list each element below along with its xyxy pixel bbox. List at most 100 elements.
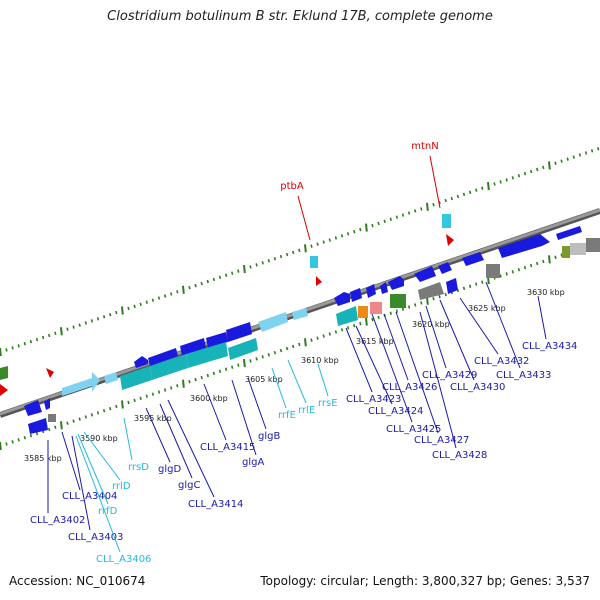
rrna-block[interactable] xyxy=(186,342,228,368)
marker-label-ptbA[interactable]: ptbA xyxy=(280,181,304,192)
major-tick xyxy=(365,317,368,326)
gene-label-CLL_A3429[interactable]: CLL_A3429 xyxy=(422,370,477,381)
minor-tick xyxy=(133,304,136,309)
gene-arrow[interactable] xyxy=(28,418,48,434)
gene-block[interactable] xyxy=(586,238,600,252)
ptbA-feature[interactable] xyxy=(310,256,318,268)
gene-label-CLL_A3415[interactable]: CLL_A3415 xyxy=(200,442,255,453)
gene-label-CLL_A3424[interactable]: CLL_A3424 xyxy=(368,406,423,417)
gene-label-glgA[interactable]: glgA xyxy=(242,457,264,468)
gene-label-CLL_A3404[interactable]: CLL_A3404 xyxy=(62,491,117,502)
gene-block[interactable] xyxy=(358,306,368,318)
gene-label-glgB[interactable]: glgB xyxy=(258,431,280,442)
minor-tick xyxy=(383,219,386,224)
gene-label-rrfD[interactable]: rrfD xyxy=(98,506,118,517)
gene-arrow[interactable] xyxy=(148,348,178,366)
gene-label-CLL_A3432[interactable]: CLL_A3432 xyxy=(474,356,529,367)
gene-label-rrlD[interactable]: rrlD xyxy=(112,481,131,492)
minor-tick xyxy=(48,333,51,338)
gene-label-CLL_A3427[interactable]: CLL_A3427 xyxy=(414,435,469,446)
gene-arrow[interactable] xyxy=(292,308,308,320)
gene-label-glgC[interactable]: glgC xyxy=(178,480,200,491)
gene-block[interactable] xyxy=(486,264,500,278)
mtnN-feature[interactable] xyxy=(442,214,451,228)
reverse-strand-features xyxy=(24,264,500,434)
rrna-block[interactable] xyxy=(150,354,188,380)
minor-tick xyxy=(371,317,374,322)
gene-arrow[interactable] xyxy=(366,284,376,298)
minor-tick xyxy=(200,375,203,380)
minor-tick xyxy=(377,315,380,320)
gene-label-CLL_A3434[interactable]: CLL_A3434 xyxy=(522,341,577,352)
gene-arrow[interactable] xyxy=(62,372,100,396)
gene-block[interactable] xyxy=(370,302,382,314)
major-tick xyxy=(426,202,429,211)
minor-tick xyxy=(560,253,563,257)
gene-label-CLL_A3433[interactable]: CLL_A3433 xyxy=(496,370,551,381)
gene-label-rrlE[interactable]: rrlE xyxy=(298,405,315,416)
minor-tick xyxy=(84,321,87,325)
rrna-block[interactable] xyxy=(336,306,358,326)
gene-arrow[interactable] xyxy=(44,398,50,410)
minor-tick xyxy=(322,240,325,244)
gene-arrow[interactable] xyxy=(0,366,8,380)
gene-leader-line xyxy=(159,403,193,479)
minor-tick xyxy=(523,265,527,270)
gene-leader-line xyxy=(395,311,439,434)
gene-arrow[interactable] xyxy=(388,276,404,290)
gene-arrow[interactable] xyxy=(258,312,288,332)
gene-arrow[interactable] xyxy=(226,322,252,342)
gene-arrow[interactable] xyxy=(24,400,42,416)
gene-arrow[interactable] xyxy=(180,338,206,356)
minor-tick xyxy=(371,223,374,228)
gene-arrow[interactable] xyxy=(134,356,148,368)
gene-block[interactable] xyxy=(48,414,56,422)
gene-arrow[interactable] xyxy=(104,372,118,384)
minor-tick xyxy=(273,256,277,261)
gene-label-rrsE[interactable]: rrsE xyxy=(318,398,338,409)
gene-arrow[interactable] xyxy=(438,262,452,274)
minor-tick xyxy=(17,344,20,348)
minor-tick xyxy=(401,213,405,217)
gene-block[interactable] xyxy=(418,282,444,300)
minor-tick xyxy=(536,167,539,172)
gene-arrow[interactable] xyxy=(380,282,388,294)
marker-triangles xyxy=(0,234,454,396)
minor-tick xyxy=(72,325,75,329)
gene-arrow[interactable] xyxy=(206,332,228,348)
gene-label-CLL_A3423[interactable]: CLL_A3423 xyxy=(346,394,401,405)
gene-arrow[interactable] xyxy=(350,288,362,302)
rrna-block[interactable] xyxy=(228,338,258,360)
minor-tick xyxy=(170,292,173,296)
gene-block[interactable] xyxy=(390,294,406,308)
marker-label-mtnN[interactable]: mtnN xyxy=(411,141,438,152)
gene-arrow[interactable] xyxy=(446,278,458,294)
gene-label-glgD[interactable]: glgD xyxy=(158,464,181,475)
gene-label-CLL_A3430[interactable]: CLL_A3430 xyxy=(450,382,505,393)
scale-label: 3620 kbp xyxy=(412,320,450,329)
major-tick xyxy=(60,421,63,430)
gene-arrow[interactable] xyxy=(414,266,436,282)
rrna-block[interactable] xyxy=(120,366,152,390)
gene-arrow[interactable] xyxy=(556,226,582,240)
gene-arrow[interactable] xyxy=(498,234,550,258)
gene-label-rrfE[interactable]: rrfE xyxy=(278,410,296,421)
gene-leader-line xyxy=(271,367,287,409)
gene-block[interactable] xyxy=(570,243,586,255)
gene-label-CLL_A3403[interactable]: CLL_A3403 xyxy=(68,532,123,543)
gene-arrow[interactable] xyxy=(462,252,484,266)
gene-arrow[interactable] xyxy=(334,292,350,306)
minor-tick xyxy=(597,147,600,151)
gene-label-CLL_A3426[interactable]: CLL_A3426 xyxy=(382,382,437,393)
gene-label-rrsD[interactable]: rrsD xyxy=(128,462,149,473)
gene-label-CLL_A3425[interactable]: CLL_A3425 xyxy=(386,424,441,435)
minor-tick xyxy=(529,169,533,174)
scale-label: 3595 kbp xyxy=(134,414,172,423)
gene-block[interactable] xyxy=(562,246,570,258)
minor-tick xyxy=(212,371,216,376)
gene-label-CLL_A3402[interactable]: CLL_A3402 xyxy=(30,515,85,526)
gene-label-CLL_A3414[interactable]: CLL_A3414 xyxy=(188,499,243,510)
gene-label-CLL_A3406[interactable]: CLL_A3406 xyxy=(96,554,151,565)
minor-tick xyxy=(572,155,575,159)
gene-label-CLL_A3428[interactable]: CLL_A3428 xyxy=(432,450,487,461)
